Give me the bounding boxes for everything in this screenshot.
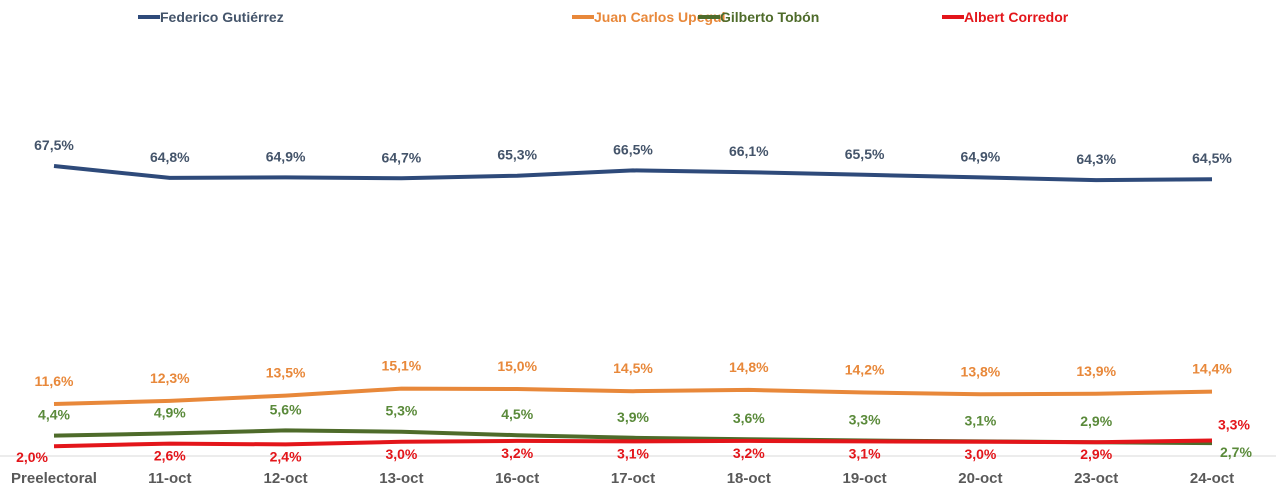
data-label: 3,3% (1218, 416, 1250, 432)
data-label: 2,0% (16, 449, 48, 465)
data-label: 11,6% (35, 373, 74, 389)
data-label: 4,9% (154, 404, 186, 420)
data-label: 3,1% (964, 412, 996, 428)
data-label: 3,6% (733, 410, 765, 426)
legend-label: Federico Gutiérrez (160, 9, 284, 25)
data-label: 64,3% (1076, 151, 1116, 167)
x-tick-label: 13-oct (379, 470, 423, 487)
data-label: 14,2% (845, 362, 885, 378)
data-label: 3,2% (501, 445, 533, 461)
data-label: 64,8% (150, 149, 190, 165)
legend-label: Albert Corredor (964, 9, 1069, 25)
data-label: 12,3% (150, 370, 190, 386)
x-tick-label: 24-oct (1190, 470, 1234, 487)
x-tick-label: 23-oct (1074, 470, 1118, 487)
data-label: 2,7% (1220, 444, 1252, 460)
data-label: 3,1% (849, 445, 881, 461)
series-line (53, 164, 1213, 183)
data-label: 4,5% (501, 406, 533, 422)
x-tick-label: 19-oct (843, 470, 887, 487)
series-line (53, 438, 1213, 449)
data-label: 66,5% (613, 141, 653, 157)
data-label: 3,0% (964, 446, 996, 462)
legend-label: Gilberto Tobón (720, 9, 819, 25)
data-label: 15,0% (497, 358, 537, 374)
data-label: 3,3% (849, 411, 881, 427)
data-label: 64,7% (382, 149, 422, 165)
x-tick-label: 18-oct (727, 470, 771, 487)
data-label: 66,1% (729, 143, 769, 159)
data-label: 3,0% (385, 446, 417, 462)
data-label: 15,1% (382, 358, 422, 374)
data-label: 14,4% (1192, 361, 1232, 377)
data-label: 5,3% (385, 403, 417, 419)
data-label: 67,5% (34, 137, 74, 153)
data-label: 65,5% (845, 146, 885, 162)
data-label: 3,2% (733, 445, 765, 461)
data-label: 64,9% (961, 148, 1001, 164)
legend-label: Juan Carlos Upegui (594, 9, 725, 25)
x-tick-label: 16-oct (495, 470, 539, 487)
data-label: 14,5% (613, 360, 653, 376)
series-line (53, 386, 1213, 406)
data-label: 13,9% (1076, 363, 1116, 379)
x-tick-label: 20-oct (958, 470, 1002, 487)
data-label: 14,8% (729, 359, 769, 375)
x-tick-label: 12-oct (264, 470, 308, 487)
data-label: 2,6% (154, 448, 186, 464)
data-label: 3,9% (617, 409, 649, 425)
data-label: 64,9% (266, 148, 306, 164)
data-label: 2,9% (1080, 446, 1112, 462)
data-label: 13,5% (266, 365, 306, 381)
data-label: 3,1% (617, 445, 649, 461)
x-tick-label: 17-oct (611, 470, 655, 487)
legend: Federico Gutiérrez Juan Carlos UpeguiGilb… (138, 9, 1069, 25)
data-label: 64,5% (1192, 150, 1232, 166)
data-label: 2,9% (1080, 413, 1112, 429)
data-label: 5,6% (270, 401, 302, 417)
x-tick-label: Preelectoral (11, 470, 97, 487)
data-label: 2,4% (270, 448, 302, 464)
x-tick-label: 11-oct (148, 470, 191, 487)
data-label: 4,4% (38, 407, 70, 423)
data-label: 65,3% (497, 147, 537, 163)
data-label: 13,8% (961, 363, 1001, 379)
